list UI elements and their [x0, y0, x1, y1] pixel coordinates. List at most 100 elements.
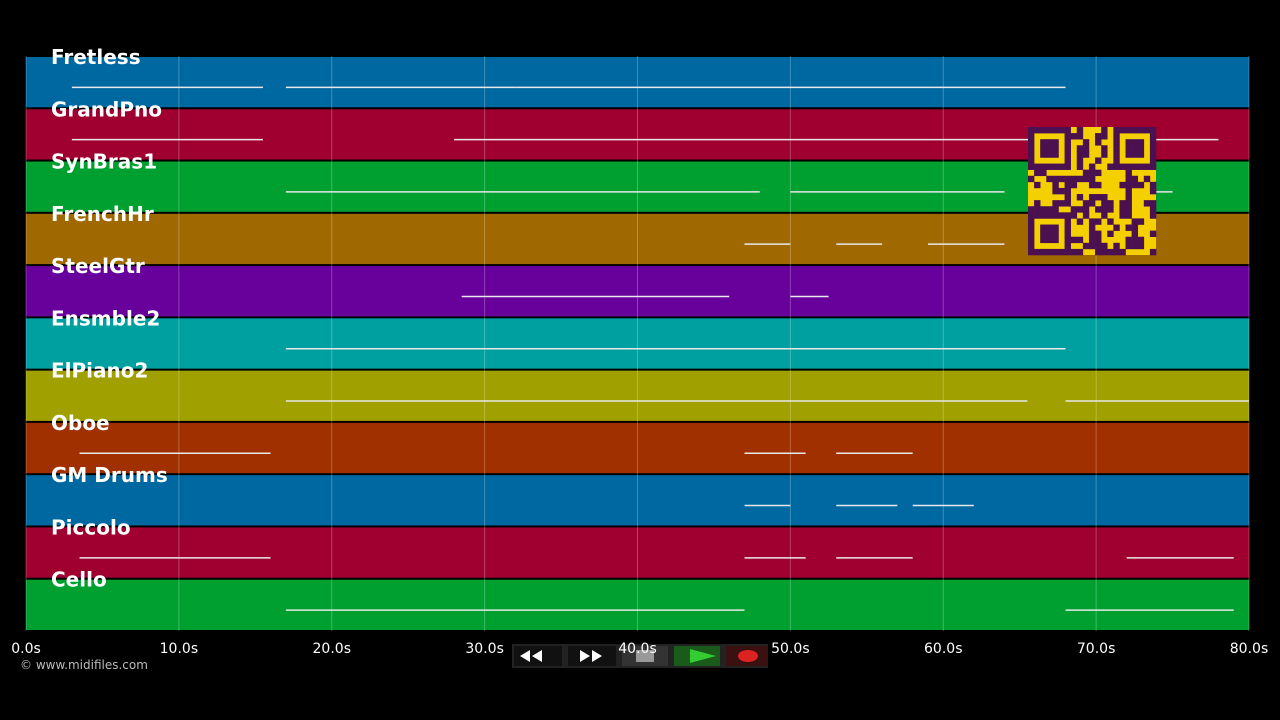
qr-cell	[1143, 127, 1151, 134]
qr-cell	[1028, 133, 1035, 140]
qr-cell	[1088, 181, 1096, 189]
qr-cell	[1058, 163, 1065, 170]
qr-cell	[1076, 157, 1084, 164]
qr-cell	[1137, 236, 1145, 244]
rewind-button[interactable]	[514, 646, 562, 666]
qr-cell	[1125, 145, 1132, 152]
qr-cell	[1143, 163, 1151, 170]
qr-cell	[1131, 181, 1139, 189]
x-tick-label: 30.0s	[465, 641, 503, 657]
qr-cell	[1143, 200, 1151, 207]
qr-cell	[1064, 181, 1071, 189]
qr-cell	[1095, 248, 1102, 256]
stop-button[interactable]	[622, 646, 668, 666]
qr-cell	[1107, 200, 1114, 207]
qr-cell	[1125, 194, 1132, 201]
track-band	[26, 422, 1249, 474]
qr-cell	[1070, 206, 1078, 213]
qr-cell	[1028, 127, 1035, 134]
qr-cell	[1028, 145, 1035, 152]
qr-cell	[1028, 163, 1035, 170]
qr-cell	[1125, 151, 1132, 158]
qr-cell	[1101, 145, 1108, 152]
qr-cell	[1149, 145, 1157, 152]
qr-cell	[1076, 236, 1084, 244]
qr-cell	[1046, 236, 1053, 244]
qr-cell	[1064, 230, 1071, 238]
qr-cell	[1046, 151, 1053, 158]
qr-cell	[1119, 127, 1126, 134]
qr-cell	[1046, 175, 1053, 183]
qr-cell	[1082, 145, 1090, 152]
qr-cell	[1058, 248, 1065, 256]
qr-cell	[1076, 218, 1084, 225]
qr-cell	[1052, 139, 1059, 146]
qr-cell	[1113, 224, 1120, 231]
qr-cell	[1034, 212, 1041, 219]
x-tick-label: 20.0s	[313, 641, 351, 657]
qr-cell	[1101, 248, 1108, 256]
qr-cell	[1088, 169, 1096, 177]
qr-cell	[1095, 206, 1102, 213]
qr-cell	[1076, 163, 1084, 170]
qr-cell	[1040, 145, 1047, 152]
qr-cell	[1119, 163, 1126, 170]
qr-cell	[1088, 218, 1096, 225]
qr-cell	[1095, 236, 1102, 244]
forward-button[interactable]	[568, 646, 616, 666]
qr-cell	[1113, 157, 1120, 164]
qr-cell	[1052, 248, 1059, 256]
qr-cell	[1070, 212, 1078, 219]
qr-cell	[1131, 175, 1139, 183]
track-band	[26, 370, 1249, 421]
qr-cell	[1082, 200, 1090, 207]
qr-cell	[1028, 248, 1035, 256]
qr-cell	[1088, 224, 1096, 231]
qr-cell	[1052, 212, 1059, 219]
qr-cell	[1137, 145, 1145, 152]
qr-cell	[1070, 236, 1078, 244]
qr-cell	[1052, 181, 1059, 189]
qr-cell	[1046, 163, 1053, 170]
qr-cell	[1107, 218, 1114, 225]
qr-cell	[1046, 145, 1053, 152]
qr-cell	[1064, 163, 1071, 170]
qr-cell	[1046, 212, 1053, 219]
record-button[interactable]	[726, 646, 768, 666]
qr-cell	[1131, 163, 1139, 170]
qr-cell	[1046, 139, 1053, 146]
qr-cell	[1064, 175, 1071, 183]
qr-cell	[1149, 127, 1157, 134]
qr-cell	[1028, 212, 1035, 219]
qr-cell	[1040, 169, 1047, 177]
qr-cell	[1082, 242, 1090, 250]
qr-cell	[1119, 200, 1126, 207]
qr-cell	[1143, 175, 1151, 183]
qr-cell	[1125, 206, 1132, 213]
qr-cell	[1028, 157, 1035, 164]
qr-cell	[1088, 230, 1096, 238]
qr-cell	[1064, 212, 1071, 219]
qr-cell	[1028, 206, 1035, 213]
qr-cell	[1070, 181, 1078, 189]
qr-cell	[1040, 206, 1047, 213]
qr-cell	[1046, 127, 1053, 134]
qr-cell	[1137, 163, 1145, 170]
qr-cell	[1064, 242, 1071, 250]
qr-cell	[1131, 224, 1139, 231]
qr-cell	[1095, 169, 1102, 177]
x-tick-label: 40.0s	[618, 641, 656, 657]
track-name: Ensmble2	[51, 306, 160, 330]
qr-cell	[1137, 242, 1145, 250]
qr-cell	[1149, 133, 1157, 140]
qr-cell	[1095, 157, 1102, 164]
play-button[interactable]	[674, 646, 720, 666]
qr-cell	[1095, 230, 1102, 238]
qr-cell	[1125, 127, 1132, 134]
qr-cell	[1125, 163, 1132, 170]
qr-cell	[1064, 200, 1071, 207]
qr-cell	[1137, 181, 1145, 189]
qr-cell	[1058, 200, 1065, 207]
x-tick-label: 60.0s	[924, 641, 962, 657]
